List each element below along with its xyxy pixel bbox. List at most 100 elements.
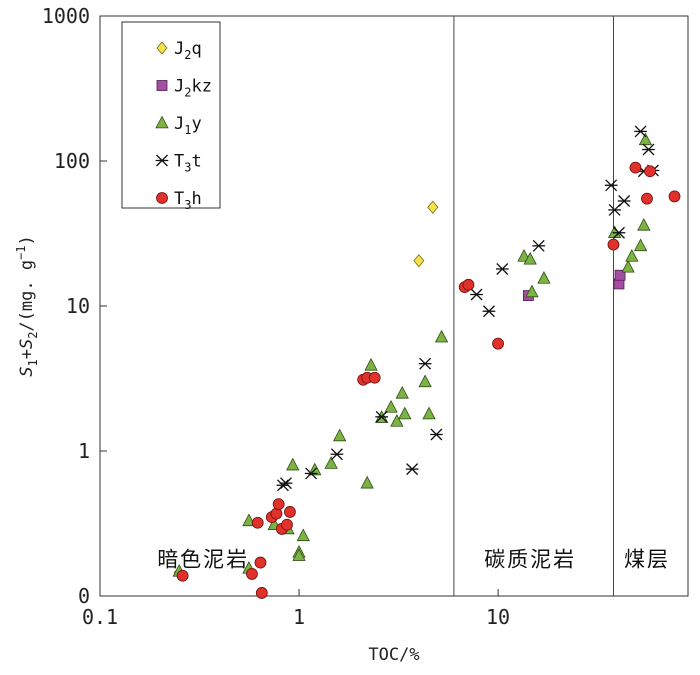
legend: J2q J2kz J1y T3t T3h xyxy=(121,21,221,212)
legend-marker-J2q xyxy=(156,41,168,55)
point-J1y xyxy=(525,284,539,298)
legend-marker-T3t xyxy=(155,154,169,167)
series-T3t xyxy=(276,125,660,492)
legend-label-J2q: J2q xyxy=(174,39,202,62)
region-label-3: 煤层 xyxy=(624,547,670,571)
y-tick-label: 0 xyxy=(78,584,90,608)
legend-item-J2q: J2q xyxy=(156,39,202,62)
x-axis-label: TOC/% xyxy=(368,645,419,665)
y-tick-label: 100 xyxy=(54,149,90,173)
legend-box xyxy=(121,21,221,209)
point-T3h xyxy=(251,516,264,529)
point-J2q xyxy=(427,200,439,214)
point-T3t xyxy=(375,410,388,423)
y-tick-label: 1 xyxy=(78,439,90,463)
legend-label-J2kz: J2kz xyxy=(174,77,212,100)
point-T3h xyxy=(281,518,293,531)
legend-marker-J2kz xyxy=(156,80,168,91)
point-T3h xyxy=(629,161,642,174)
point-T3t xyxy=(495,263,509,275)
point-T3h xyxy=(644,165,656,178)
point-T3t xyxy=(617,195,631,207)
point-T3t xyxy=(430,428,443,441)
point-J1y xyxy=(286,457,300,471)
point-T3t xyxy=(608,203,621,216)
point-T3t xyxy=(482,305,496,318)
series-T3h xyxy=(176,161,681,599)
series-J2q xyxy=(173,200,439,580)
x-axis-ticks: 0.1 1 10 xyxy=(82,589,510,629)
legend-item-T3h: T3h xyxy=(156,189,202,212)
point-J1y xyxy=(418,374,432,388)
point-J1y xyxy=(395,385,409,399)
region-labels: 暗色泥岩 碳质泥岩 煤层 xyxy=(157,547,670,571)
region-label-2: 碳质泥岩 xyxy=(484,547,576,571)
point-T3t xyxy=(279,477,293,490)
point-T3t xyxy=(330,448,344,461)
legend-item-T3t: T3t xyxy=(155,152,202,175)
point-T3t xyxy=(470,288,483,301)
legend-label-J1y: J1y xyxy=(174,114,202,137)
legend-marker-T3h xyxy=(156,192,168,204)
point-T3h xyxy=(254,556,267,569)
point-T3t xyxy=(642,143,655,156)
legend-item-J2kz: J2kz xyxy=(156,77,212,100)
svg-text:S1+S2/(mg. g−1): S1+S2/(mg. g−1) xyxy=(14,235,40,377)
point-T3h xyxy=(272,498,285,511)
point-J1y xyxy=(537,271,551,284)
point-T3t xyxy=(634,125,647,138)
point-T3h xyxy=(255,587,268,599)
point-J1y xyxy=(621,259,635,273)
point-J1y xyxy=(364,357,378,371)
legend-label-T3t: T3t xyxy=(174,152,202,175)
legend-marker-J1y xyxy=(155,115,169,129)
y-axis-label: S1+S2/(mg. g−1) xyxy=(14,235,40,377)
point-J1y xyxy=(390,414,404,427)
point-T3t xyxy=(304,467,318,480)
point-T3t xyxy=(612,226,626,239)
point-T3h xyxy=(492,337,504,350)
point-J2kz xyxy=(614,269,626,281)
point-T3h xyxy=(668,190,681,203)
point-J1y xyxy=(398,406,412,420)
point-J1y xyxy=(638,132,653,146)
point-T3h xyxy=(641,192,653,205)
region-dividers xyxy=(453,16,614,596)
point-T3t xyxy=(604,179,618,192)
point-J1y xyxy=(523,251,537,265)
point-T3h xyxy=(246,568,258,580)
series-J2kz xyxy=(522,269,626,301)
point-J1y xyxy=(360,475,374,489)
point-J1y xyxy=(625,248,639,262)
data-points xyxy=(172,125,681,599)
point-J1y xyxy=(422,406,436,420)
point-T3t xyxy=(532,239,546,252)
point-J1y xyxy=(292,548,306,561)
point-J1y xyxy=(637,217,651,231)
point-J1y xyxy=(434,329,449,343)
legend-item-J1y: J1y xyxy=(155,114,202,137)
x-tick-label: 0.1 xyxy=(82,605,118,629)
point-T3h xyxy=(368,371,381,384)
point-T3h xyxy=(462,278,475,291)
point-T3h xyxy=(607,238,620,251)
region-label-1: 暗色泥岩 xyxy=(157,547,249,571)
x-tick-label: 1 xyxy=(293,605,305,629)
point-T3t xyxy=(405,463,419,476)
point-J1y xyxy=(332,428,347,442)
point-T3h xyxy=(176,569,189,582)
y-tick-label: 1000 xyxy=(42,4,90,28)
y-tick-label: 10 xyxy=(66,294,90,318)
y-axis-ticks: 0 1 10 100 1000 xyxy=(42,4,107,608)
series-J1y xyxy=(172,132,653,577)
point-J1y xyxy=(384,399,398,413)
point-J1y xyxy=(324,456,338,469)
point-T3t xyxy=(418,357,432,370)
legend-label-T3h: T3h xyxy=(174,189,202,212)
point-T3t xyxy=(276,479,290,492)
point-T3h xyxy=(284,506,296,518)
point-J1y xyxy=(296,528,310,542)
point-J1y xyxy=(633,238,648,252)
x-tick-label: 10 xyxy=(486,605,510,629)
